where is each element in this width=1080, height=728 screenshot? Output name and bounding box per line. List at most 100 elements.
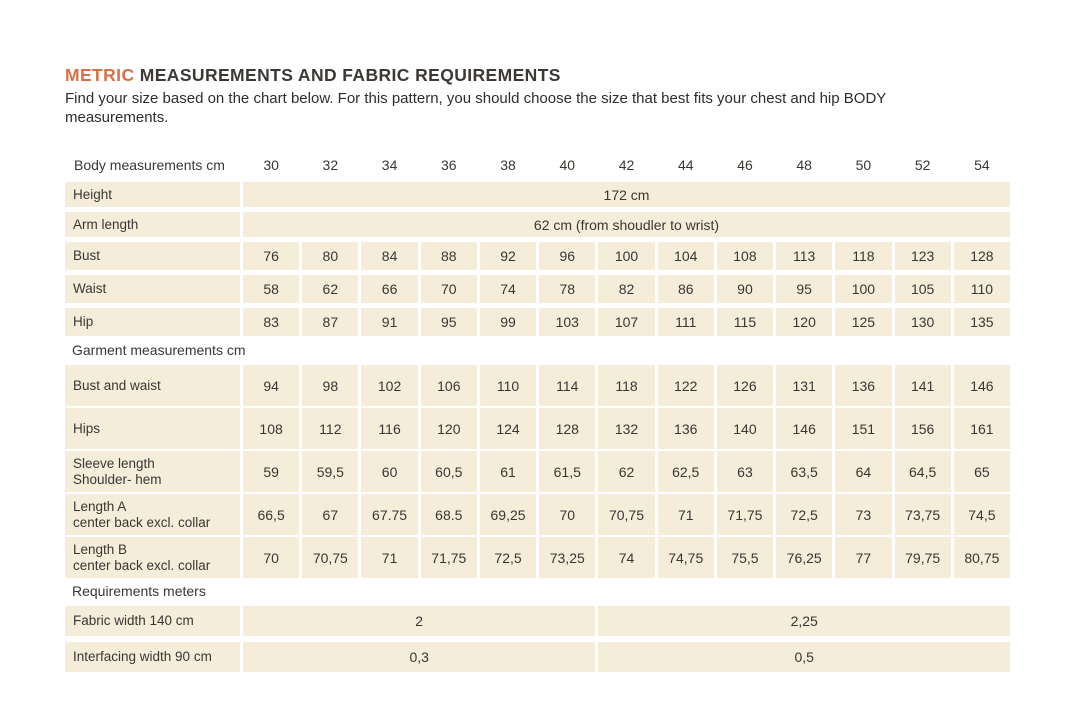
measurement-cell: 98 (302, 365, 359, 406)
measurement-cell: 58 (243, 275, 300, 303)
size-column-header-54: 54 (974, 157, 990, 173)
measurement-cell: 86 (657, 275, 714, 303)
measurement-cell: 136 (657, 408, 714, 449)
measurement-cell: 63,5 (776, 451, 833, 492)
row-label-line2: Shoulder- hem (73, 471, 162, 487)
size-column-header-36: 36 (441, 157, 457, 173)
measurement-cell: 70,75 (302, 537, 359, 578)
measurement-cell: 87 (302, 308, 359, 336)
measurement-cell: 84 (361, 242, 418, 270)
measurement-cell: 70 (243, 537, 300, 578)
measurement-cell: 62 (302, 275, 359, 303)
row-label-line1: Interfacing width 90 cm (73, 649, 212, 665)
row-label-line1: Sleeve length (73, 456, 155, 471)
measurement-cell: 118 (835, 242, 892, 270)
size-column-header-52: 52 (914, 157, 931, 173)
measurement-cell: 120 (776, 308, 833, 336)
table-row: Hip 83 87 91 95 99 103 107 111 115 120 125 130 135 (65, 308, 1010, 336)
row-label: Fabric width 140 cm (65, 606, 240, 636)
measurement-cell: 73 (835, 494, 892, 535)
measurement-cell: 71,75 (420, 537, 477, 578)
measurement-cell: 71 (361, 537, 418, 578)
measurement-cell: 146 (953, 365, 1010, 406)
requirement-cell-left: 0,3 (243, 642, 596, 672)
row-label-line1: Height (73, 186, 113, 202)
row-label: Arm length (65, 212, 240, 237)
measurement-cell: 110 (479, 365, 537, 406)
page-title: METRIC MEASUREMENTS AND FABRIC REQUIREME… (65, 64, 1010, 86)
span-value-cell: 62 cm (from shoudler to wrist) (243, 212, 1010, 237)
measurement-cell: 100 (835, 275, 892, 303)
measurement-cell: 95 (420, 308, 477, 336)
measurement-cell: 88 (420, 242, 477, 270)
size-column-header-44: 44 (677, 157, 694, 173)
measurement-cell: 66 (361, 275, 418, 303)
measurement-cell: 80,75 (953, 537, 1010, 578)
measurement-cell: 67 (302, 494, 359, 535)
size-column-header-34: 34 (381, 157, 398, 173)
size-column-header-50: 50 (855, 157, 872, 173)
measurement-cell: 74 (598, 537, 655, 578)
body-measurements-header: Body measurements cm (74, 157, 225, 173)
row-label: Waist (65, 275, 240, 303)
measurement-cell: 72,5 (776, 494, 833, 535)
measurement-cell: 64 (835, 451, 892, 492)
row-label: Bust (65, 242, 240, 270)
measurement-cell: 60,5 (420, 451, 477, 492)
measurement-cell: 146 (776, 408, 833, 449)
measurement-cell: 132 (598, 408, 655, 449)
measurement-cell: 70,75 (598, 494, 655, 535)
measurement-cell: 131 (776, 365, 833, 406)
measurement-cell: 61,5 (539, 451, 596, 492)
measurement-cell: 102 (361, 365, 418, 406)
measurement-cell: 78 (539, 275, 596, 303)
measurement-cell: 151 (835, 408, 892, 449)
measurement-cell: 62 (598, 451, 655, 492)
measurement-cell: 74 (479, 275, 537, 303)
measurement-cell: 135 (953, 308, 1010, 336)
measurement-cell: 99 (479, 308, 537, 336)
measurement-cell: 59 (243, 451, 300, 492)
measurement-cell: 130 (894, 308, 951, 336)
measurement-cell: 108 (716, 242, 774, 270)
row-label-line1: Length A (73, 499, 127, 514)
measurement-cell: 106 (420, 365, 477, 406)
section-label: Garment measurements cm (72, 342, 246, 358)
measurement-cell: 104 (657, 242, 714, 270)
measurement-cell: 90 (716, 275, 774, 303)
measurement-cell: 100 (598, 242, 655, 270)
measurement-cell: 71 (657, 494, 714, 535)
measurement-cell: 141 (894, 365, 951, 406)
table-row: Fabric width 140 cm 2 2,25 (65, 606, 1010, 636)
measurement-cell: 112 (302, 408, 359, 449)
measurement-cell: 70 (420, 275, 477, 303)
row-label-line1: Waist (73, 281, 107, 297)
size-column-header-40: 40 (559, 157, 576, 173)
measurement-cell: 61 (479, 451, 537, 492)
section-label: Requirements meters (72, 583, 206, 599)
measurement-cell: 60 (361, 451, 418, 492)
requirement-cell-right: 2,25 (598, 606, 1010, 636)
size-column-header-32: 32 (322, 157, 339, 173)
measurement-cell: 110 (953, 275, 1010, 303)
row-label-line1: Fabric width 140 cm (73, 613, 194, 629)
measurement-cell: 94 (243, 365, 300, 406)
title-accent: METRIC (65, 65, 135, 85)
measurement-cell: 125 (835, 308, 892, 336)
measurement-cell: 70 (539, 494, 596, 535)
table-row: Hips 108 112 116 120 124 128 132 136 140 146 151 156… (65, 408, 1010, 449)
measurement-cell: 103 (539, 308, 596, 336)
measurement-cell: 76,25 (776, 537, 833, 578)
measurement-cell: 113 (776, 242, 833, 270)
table-row: Waist 58 62 66 70 74 78 82 86 90 95 100 105 110 (65, 275, 1010, 303)
row-label: Hips (65, 408, 240, 449)
size-column-header-46: 46 (737, 157, 753, 173)
measurement-cell: 82 (598, 275, 655, 303)
measurement-cell: 118 (598, 365, 655, 406)
measurement-cell: 72,5 (479, 537, 537, 578)
page-subtitle: Find your size based on the chart below.… (65, 90, 887, 126)
table-row: Interfacing width 90 cm 0,3 0,5 (65, 642, 1010, 672)
row-label-line1: Arm length (73, 216, 139, 232)
